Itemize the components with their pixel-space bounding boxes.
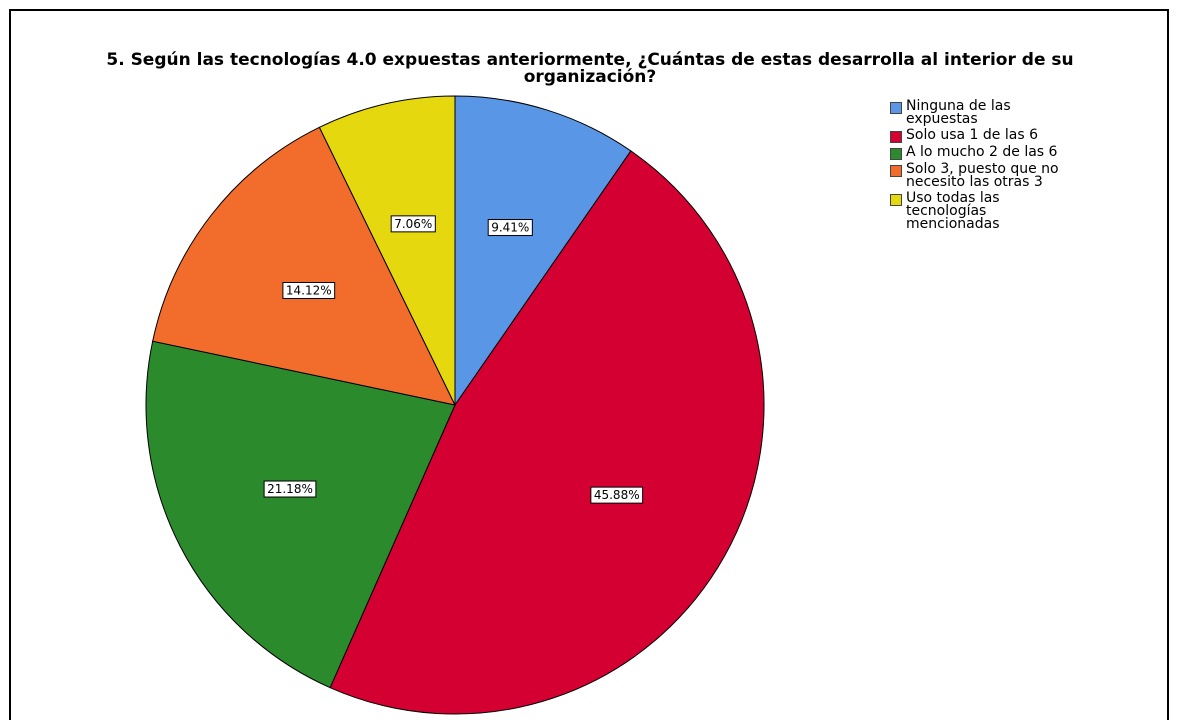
data-label: 45.88% [594,488,640,502]
legend: Ninguna de las expuestas Solo usa 1 de la… [890,98,1081,234]
pie-slice [454,95,632,407]
legend-swatch [890,131,902,143]
chart-title: 5. Según las tecnologías 4.0 expuestas a… [106,50,1073,70]
legend-label: Uso todas las tecnologías mencionadas [906,190,1000,232]
pie-slice [329,150,765,715]
pie-slice [152,126,456,406]
legend-swatch [890,102,902,114]
legend-swatch [890,165,902,177]
legend-label: A lo mucho 2 de las 6 [906,144,1058,160]
data-label-box [282,281,336,299]
data-label: 14.12% [286,283,332,297]
legend-item: Uso todas las tecnologías mencionadas [890,190,1081,232]
legend-item: A lo mucho 2 de las 6 [890,144,1081,160]
pie-slice [145,340,456,689]
data-label: 21.18% [267,482,313,496]
legend-swatch [890,194,902,206]
legend-item: Ninguna de las expuestas [890,98,1081,127]
data-label-box [590,486,644,504]
legend-label: Ninguna de las expuestas [906,98,1011,127]
chart-title: organización? [524,67,657,87]
data-label: 9.41% [491,221,529,235]
legend-item: Solo 3, puesto que no necesito las otras… [890,161,1081,190]
data-label-box [390,215,436,233]
legend-label: Solo 3, puesto que no necesito las otras… [906,161,1059,190]
data-label: 7.06% [394,217,432,231]
data-label-box [487,219,533,237]
legend-item: Solo usa 1 de las 6 [890,127,1081,143]
legend-swatch [890,148,902,160]
data-label-box [263,480,317,498]
frame [9,9,1169,720]
legend-label: Solo usa 1 de las 6 [906,127,1038,143]
pie-slice [318,95,456,406]
